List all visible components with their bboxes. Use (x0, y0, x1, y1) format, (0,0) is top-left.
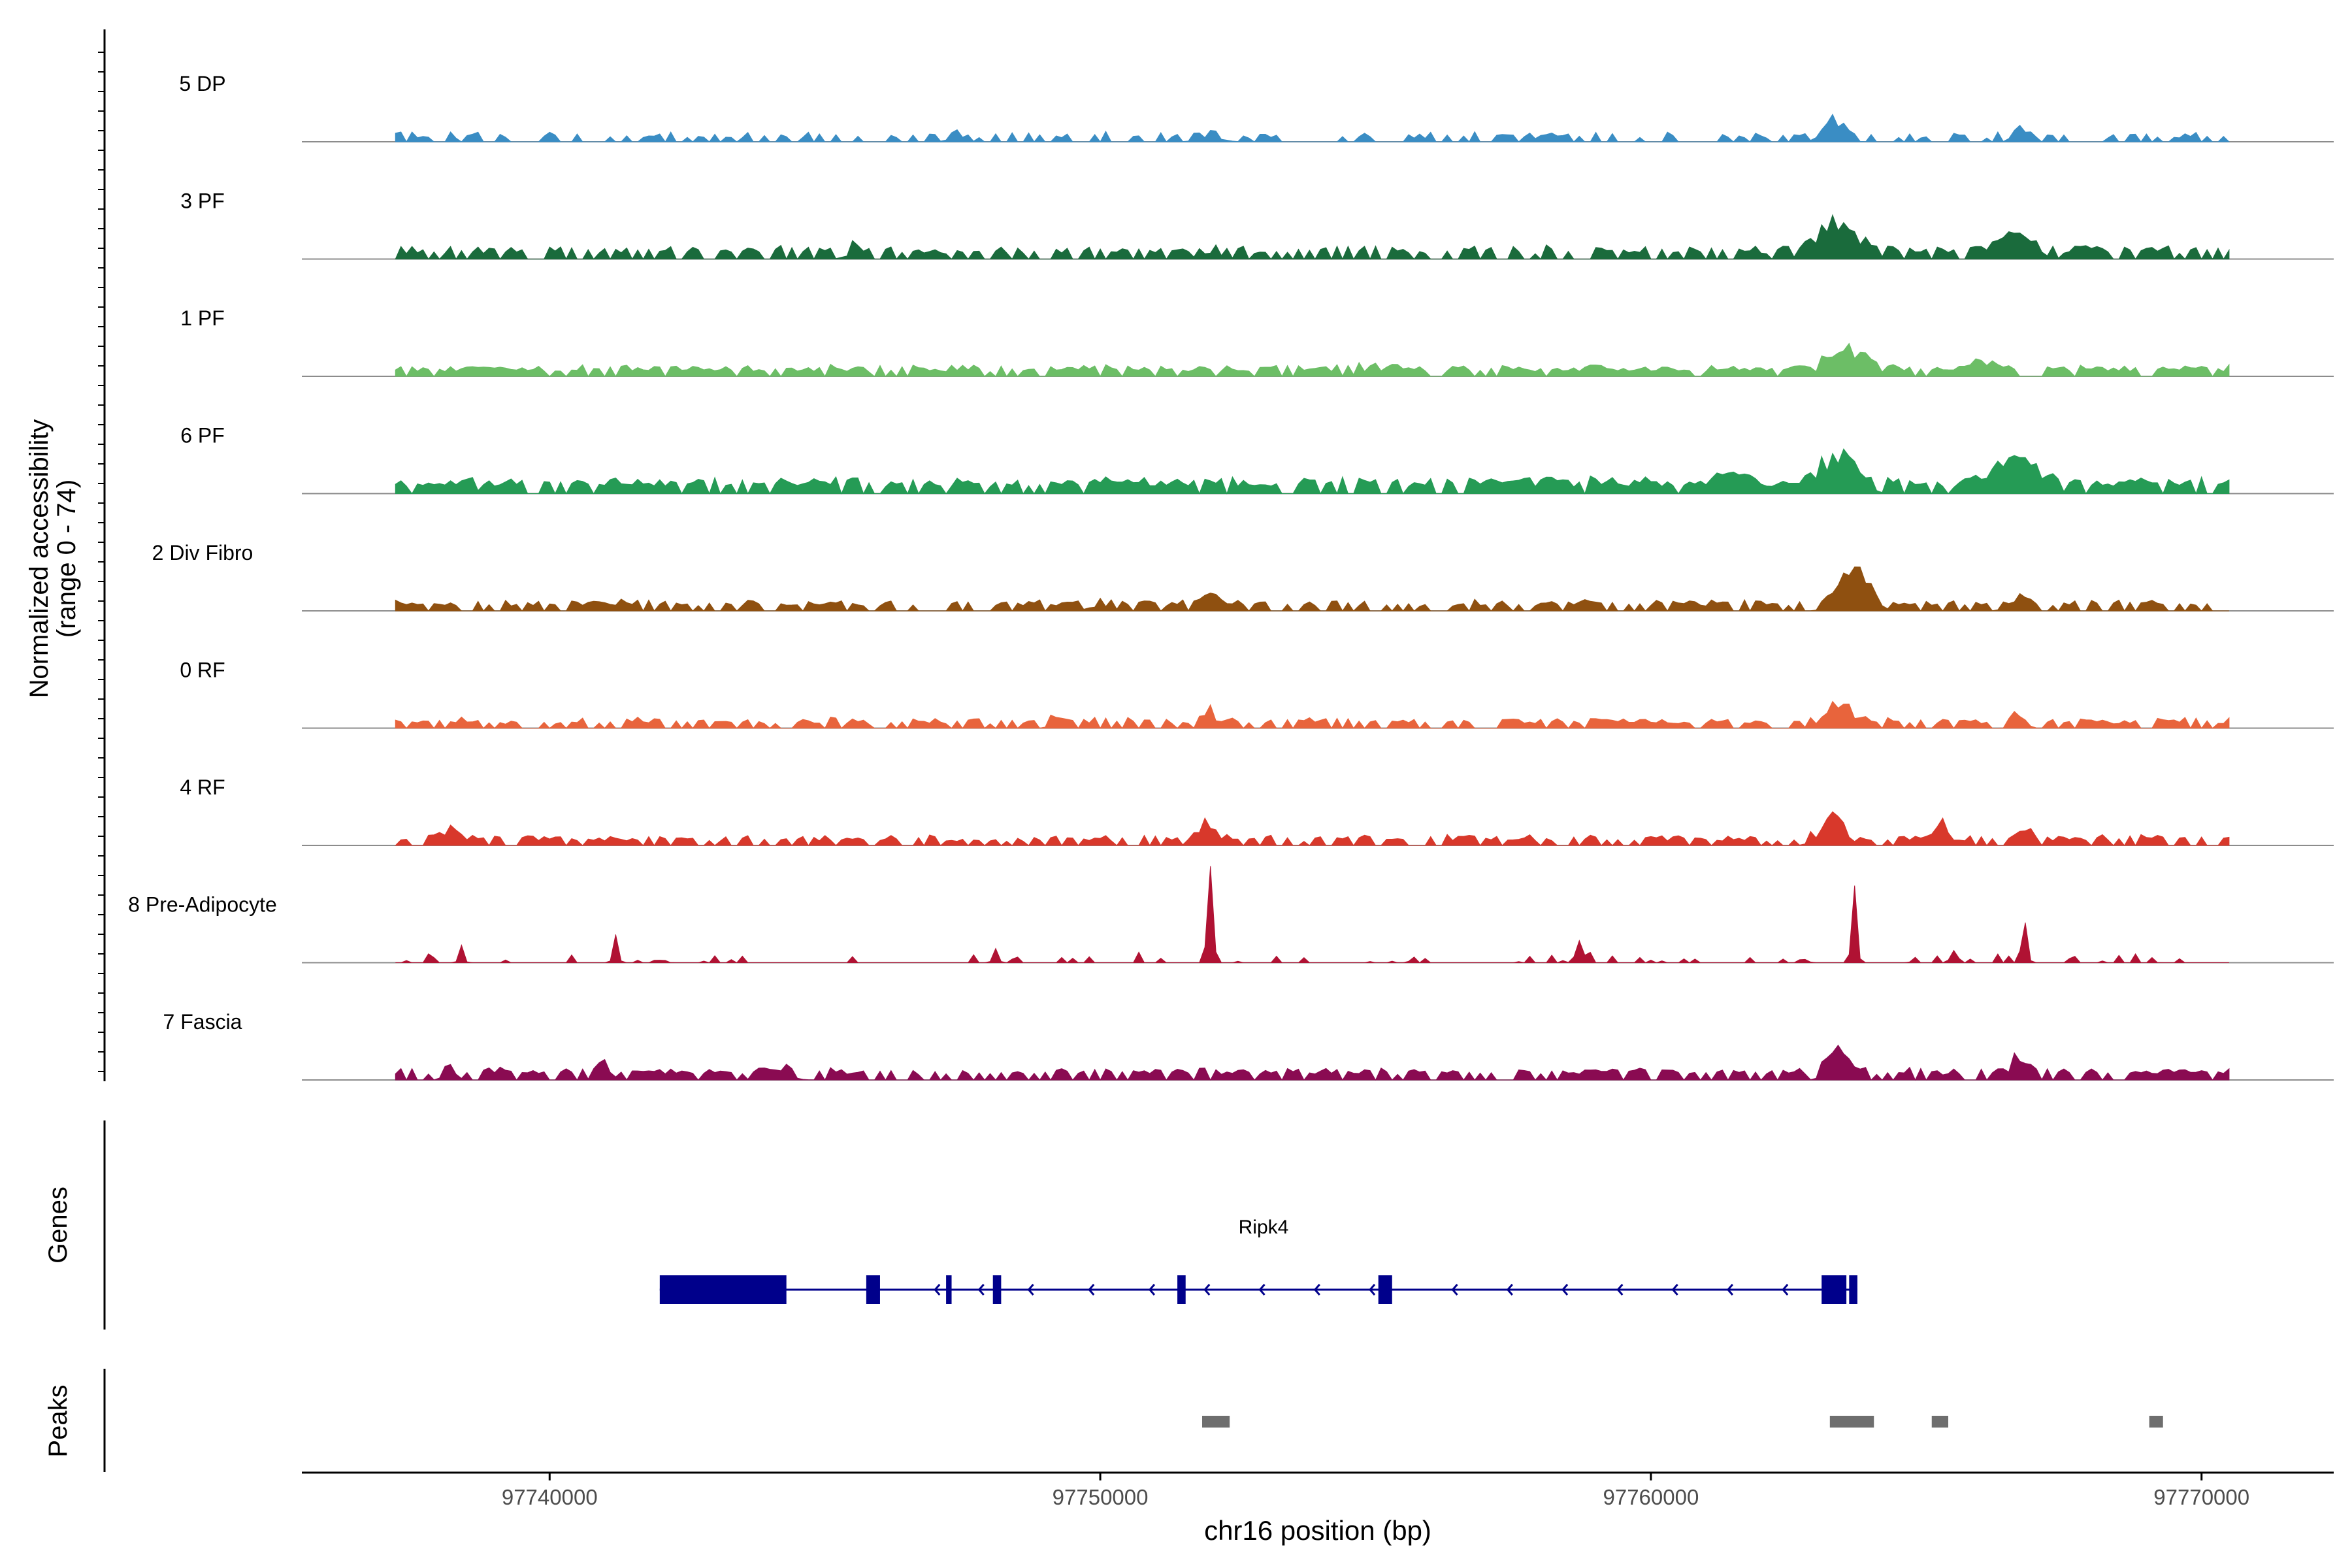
track-7-fascia: 7 Fascia (163, 1010, 2334, 1081)
coverage-signal (395, 566, 2229, 612)
track-5-dp: 5 DP (179, 72, 2334, 143)
coverage-signal (395, 214, 2230, 260)
genes-label: Genes (44, 1186, 73, 1264)
gene-exon (659, 1275, 787, 1304)
track-label: 7 Fascia (163, 1010, 242, 1034)
track-label: 6 PF (180, 424, 225, 448)
track-label: 0 RF (180, 659, 225, 682)
x-tick-label: 97750000 (1053, 1485, 1149, 1509)
strand-arrow-icon (1313, 1284, 1320, 1296)
strand-arrow-icon (1561, 1284, 1569, 1296)
peaks-label: Peaks (44, 1384, 73, 1457)
gene-exon (1378, 1275, 1392, 1304)
gene-exon (1849, 1275, 1857, 1304)
coverage-signal (395, 700, 2230, 729)
peaks-panel: Peaks (44, 1369, 2163, 1472)
x-tick-label: 97770000 (2153, 1485, 2249, 1509)
strand-arrow-icon (1616, 1284, 1624, 1296)
x-tick-label: 97760000 (1603, 1485, 1699, 1509)
gene-exon (1821, 1275, 1847, 1304)
strand-arrow-icon (1027, 1284, 1034, 1296)
strand-arrow-icon (1088, 1284, 1095, 1296)
gene-exon (866, 1275, 880, 1304)
strand-arrow-icon (1369, 1284, 1376, 1296)
strand-arrow-icon (1506, 1284, 1513, 1296)
track-label: 1 PF (180, 306, 225, 330)
genes-panel: Genes Ripk4 (44, 1120, 1857, 1330)
track-4-rf: 4 RF (180, 776, 2334, 847)
peak-region (2149, 1416, 2163, 1428)
peak-region (1202, 1416, 1230, 1428)
coverage-signal (395, 113, 2230, 143)
x-tick-label: 97740000 (502, 1485, 598, 1509)
strand-arrow-icon (1451, 1284, 1458, 1296)
gene-model-ripk4 (659, 1275, 1857, 1304)
x-axis-label: chr16 position (bp) (1204, 1515, 1431, 1546)
coverage-signal (395, 811, 2230, 847)
strand-arrow-icon (1671, 1284, 1678, 1296)
track-2-div-fibro: 2 Div Fibro (152, 541, 2334, 612)
track-1-pf: 1 PF (180, 306, 2334, 378)
coverage-signal (395, 866, 2229, 964)
strand-arrow-icon (1258, 1284, 1266, 1296)
coverage-signal (395, 342, 2230, 378)
coverage-tracks: 5 DP 3 PF 1 PF 6 PF 2 Div Fibro 0 RF 4 RF 8 Pre… (128, 72, 2334, 1081)
gene-name-label: Ripk4 (1239, 1217, 1289, 1238)
track-label: 2 Div Fibro (152, 541, 253, 564)
strand-arrow-icon (1203, 1284, 1211, 1296)
coverage-y-axis (98, 29, 106, 1081)
peak-regions (1202, 1416, 2163, 1428)
strand-arrow-icon (934, 1284, 941, 1296)
gene-exon (992, 1275, 1002, 1304)
strand-arrow-icon (977, 1284, 985, 1296)
strand-arrow-icon (1782, 1284, 1789, 1296)
strand-arrow-icon (1148, 1284, 1156, 1296)
coverage-ylabel-line2: (range 0 - 74) (52, 480, 81, 638)
track-0-rf: 0 RF (180, 659, 2334, 729)
coverage-ylabel-line1: Normalized accessibility (25, 419, 54, 698)
track-label: 3 PF (180, 189, 225, 213)
track-label: 4 RF (180, 776, 225, 799)
track-label: 5 DP (179, 72, 225, 95)
track-8-pre-adipocyte: 8 Pre-Adipocyte (128, 866, 2334, 964)
strand-arrow-icon (1726, 1284, 1734, 1296)
coverage-signal (395, 448, 2230, 495)
x-axis: 97740000 97750000 97760000 97770000 (302, 1471, 2334, 1509)
gene-exon (946, 1275, 952, 1304)
coverage-signal (395, 1044, 2230, 1081)
gene-exon (1177, 1275, 1186, 1304)
track-6-pf: 6 PF (180, 424, 2334, 495)
track-3-pf: 3 PF (180, 189, 2334, 260)
track-label: 8 Pre-Adipocyte (128, 893, 277, 917)
peak-region (1931, 1416, 1949, 1428)
peak-region (1829, 1416, 1874, 1428)
